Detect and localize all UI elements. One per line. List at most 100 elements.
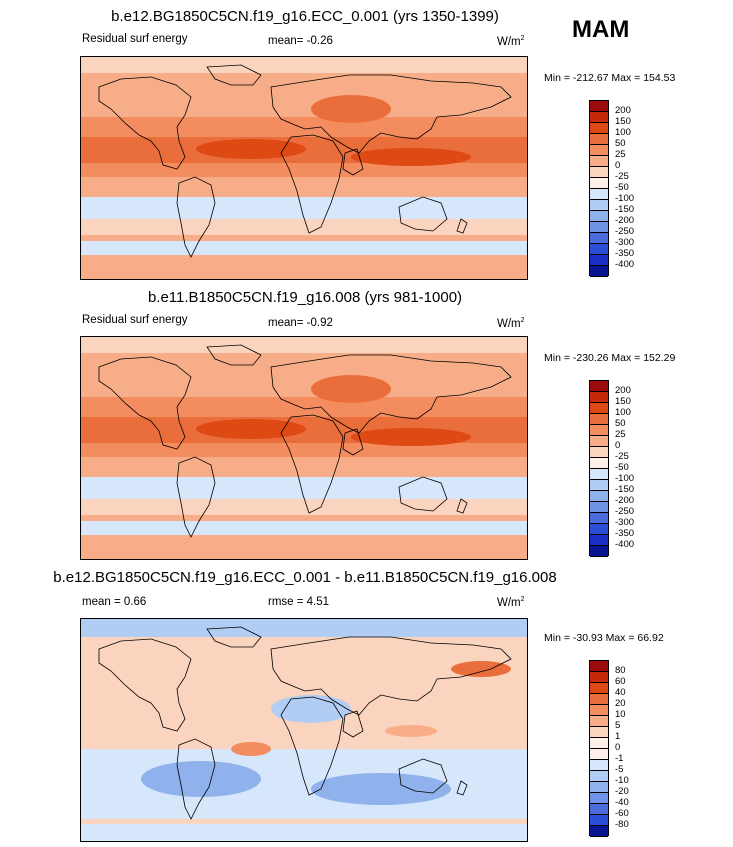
colorbar-swatch — [590, 178, 608, 189]
colorbar-tick-label: 200 — [615, 105, 631, 116]
colorbar-tick-label: -25 — [615, 451, 629, 462]
colorbar-tick-label: 0 — [615, 160, 621, 171]
colorbar-swatch — [590, 535, 608, 546]
colorbar-tick-label: 150 — [615, 116, 631, 127]
colorbar-swatch — [590, 436, 608, 447]
colorbar-tick-label: -1 — [615, 753, 624, 764]
colorbar-swatch — [590, 200, 608, 211]
colorbar-swatch — [590, 189, 608, 200]
colorbar-swatch — [590, 513, 608, 524]
colorbar-swatch — [590, 134, 608, 145]
colorbar-swatch — [590, 749, 608, 760]
colorbar-tick-label: -350 — [615, 248, 635, 259]
colorbar-tick-label: 20 — [615, 698, 626, 709]
colorbar-tick-label: -350 — [615, 528, 635, 539]
panel-1-units-exp: 2 — [520, 35, 525, 42]
panel-3-left-label: mean = 0.66 — [82, 596, 147, 608]
panel-1-title: b.e12.BG1850C5CN.f19_g16.ECC_0.001 (yrs … — [111, 8, 499, 25]
colorbar-swatch — [590, 738, 608, 749]
colorbar-tick-label: 25 — [615, 149, 626, 160]
colorbar-tick-label: -150 — [615, 484, 635, 495]
panel-1-minmax: Min = -212.67 Max = 154.53 — [544, 72, 676, 84]
colorbar-swatch — [590, 672, 608, 683]
colorbar-tick-label: 50 — [615, 418, 626, 429]
panel-1-colorbar — [589, 100, 609, 277]
colorbar-swatch — [590, 716, 608, 727]
colorbar-swatch — [590, 392, 608, 403]
colorbar-tick-label: -200 — [615, 215, 635, 226]
colorbar-tick-label: 150 — [615, 396, 631, 407]
colorbar-swatch — [590, 458, 608, 469]
colorbar-swatch — [590, 222, 608, 233]
colorbar-swatch — [590, 546, 608, 557]
panel-1-stat: mean= -0.26 — [268, 35, 333, 47]
colorbar-swatch — [590, 112, 608, 123]
colorbar-swatch — [590, 403, 608, 414]
panel-3-units-exp: 2 — [520, 596, 525, 603]
colorbar-swatch — [590, 480, 608, 491]
colorbar-tick-label: 60 — [615, 676, 626, 687]
panel-3-stat: rmse = 4.51 — [268, 596, 330, 608]
panel-2-map — [80, 336, 528, 560]
colorbar-tick-label: -300 — [615, 517, 635, 528]
panel-2-units-base: W/m — [497, 317, 521, 330]
colorbar-swatch — [590, 123, 608, 134]
panel-1-units-base: W/m — [497, 35, 521, 48]
panel-3-units-base: W/m — [497, 596, 521, 609]
colorbar-tick-label: -250 — [615, 506, 635, 517]
colorbar-swatch — [590, 683, 608, 694]
colorbar-swatch — [590, 233, 608, 244]
colorbar-swatch — [590, 826, 608, 837]
colorbar-tick-label: -150 — [615, 204, 635, 215]
panel-2-left-label: Residual surf energy — [82, 314, 188, 326]
colorbar-tick-label: 50 — [615, 138, 626, 149]
panel-1-left-label: Residual surf energy — [82, 33, 188, 45]
colorbar-tick-label: 40 — [615, 687, 626, 698]
colorbar-tick-label: -80 — [615, 819, 629, 830]
colorbar-swatch — [590, 760, 608, 771]
colorbar-tick-label: 1 — [615, 731, 621, 742]
colorbar-tick-label: 100 — [615, 127, 631, 138]
colorbar-swatch — [590, 793, 608, 804]
colorbar-tick-label: 25 — [615, 429, 626, 440]
panel-2-stat: mean= -0.92 — [268, 317, 333, 329]
colorbar-swatch — [590, 771, 608, 782]
colorbar-tick-label: -100 — [615, 473, 635, 484]
colorbar-swatch — [590, 211, 608, 222]
colorbar-swatch — [590, 815, 608, 826]
panel-3-map — [80, 618, 528, 842]
colorbar-swatch — [590, 524, 608, 535]
panel-2-colorbar — [589, 380, 609, 557]
colorbar-swatch — [590, 381, 608, 392]
colorbar-tick-label: 5 — [615, 720, 621, 731]
panel-3-title: b.e12.BG1850C5CN.f19_g16.ECC_0.001 - b.e… — [53, 569, 557, 586]
colorbar-tick-label: -250 — [615, 226, 635, 237]
colorbar-tick-label: 0 — [615, 742, 621, 753]
panel-2-minmax: Min = -230.26 Max = 152.29 — [544, 352, 676, 364]
colorbar-tick-label: 200 — [615, 385, 631, 396]
colorbar-swatch — [590, 694, 608, 705]
colorbar-swatch — [590, 244, 608, 255]
colorbar-tick-label: -50 — [615, 182, 629, 193]
colorbar-swatch — [590, 782, 608, 793]
colorbar-swatch — [590, 145, 608, 156]
colorbar-swatch — [590, 266, 608, 277]
colorbar-tick-label: -400 — [615, 259, 635, 270]
panel-1-units: W/m2 — [497, 35, 525, 48]
panel-2-units-exp: 2 — [520, 317, 525, 324]
colorbar-swatch — [590, 469, 608, 480]
colorbar-tick-label: 0 — [615, 440, 621, 451]
colorbar-tick-label: 10 — [615, 709, 626, 720]
colorbar-swatch — [590, 447, 608, 458]
colorbar-swatch — [590, 661, 608, 672]
colorbar-tick-label: -100 — [615, 193, 635, 204]
colorbar-tick-label: -10 — [615, 775, 629, 786]
panel-2-units: W/m2 — [497, 317, 525, 330]
colorbar-swatch — [590, 414, 608, 425]
colorbar-tick-label: -5 — [615, 764, 624, 775]
colorbar-tick-label: -60 — [615, 808, 629, 819]
colorbar-tick-label: 100 — [615, 407, 631, 418]
season-label: MAM — [572, 16, 630, 43]
colorbar-tick-label: -40 — [615, 797, 629, 808]
colorbar-swatch — [590, 804, 608, 815]
